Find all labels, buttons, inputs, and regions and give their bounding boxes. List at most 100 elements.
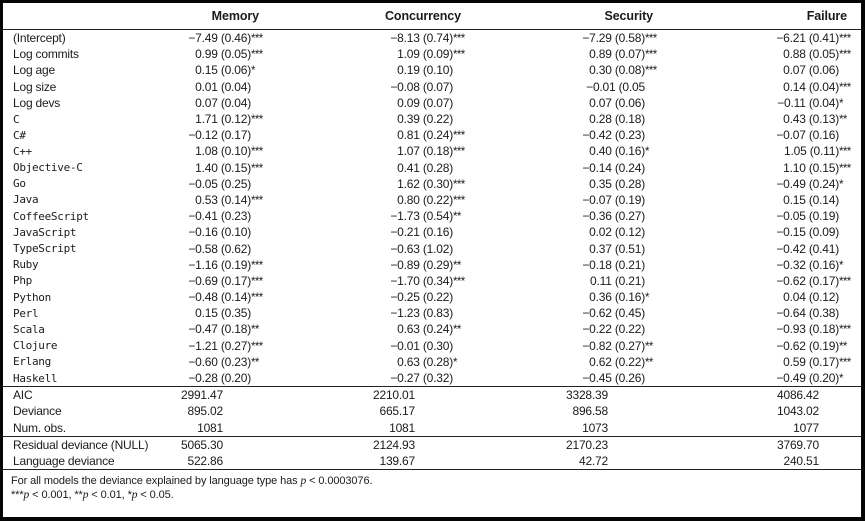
coefficient-value: 0.37 (0.51) bbox=[589, 241, 645, 256]
significance-stars: *** bbox=[839, 81, 851, 94]
coefficient-value: 0.01 (0.04) bbox=[195, 79, 251, 94]
coefficient-value: 0.11 (0.21) bbox=[590, 273, 645, 288]
value-cell: 0.15 (0.06) * bbox=[165, 62, 339, 78]
coefficient-value: −0.42 (0.41) bbox=[776, 241, 839, 256]
value-cell: −0.89 (0.29) ** bbox=[339, 257, 519, 273]
significance-stars: ** bbox=[645, 356, 653, 369]
value-cell: −0.69 (0.17) *** bbox=[165, 273, 339, 289]
value-cell: 1.40 (0.15) *** bbox=[165, 160, 339, 176]
value-cell: −0.49 (0.24) * bbox=[703, 176, 861, 192]
significance-stars: * bbox=[839, 178, 843, 191]
table-row: Residual deviance (NULL) 5065.30 2124.93 21… bbox=[3, 435, 861, 453]
value-cell: 0.40 (0.16) * bbox=[519, 143, 703, 159]
value-cell: −0.28 (0.20) bbox=[165, 370, 339, 387]
coefficient-value: −0.49 (0.24) bbox=[776, 176, 839, 191]
coefficient-value: 1.10 (0.15) bbox=[783, 160, 839, 175]
coefficient-value: −0.32 (0.16) bbox=[776, 257, 839, 272]
value-cell: −1.23 (0.83) bbox=[339, 305, 519, 321]
table-row: CoffeeScript −0.41 (0.23) −1.73 (0.54) ** −0… bbox=[3, 208, 861, 224]
table-row: Go −0.05 (0.25) 1.62 (0.30) *** 0.35 (0.28) −… bbox=[3, 176, 861, 192]
row-label: C# bbox=[13, 128, 26, 142]
row-label: Log size bbox=[13, 79, 57, 94]
table-row: C# −0.12 (0.17) 0.81 (0.24) *** −0.42 (0.23)… bbox=[3, 127, 861, 143]
significance-stars: ** bbox=[453, 324, 461, 337]
value-cell: 4086.42 bbox=[703, 386, 861, 404]
value-cell: 139.67 bbox=[379, 453, 415, 468]
value-cell: 2124.93 bbox=[339, 435, 519, 453]
significance-stars: *** bbox=[251, 162, 263, 175]
coefficient-value: −0.18 (0.21) bbox=[582, 257, 645, 272]
table-row: (Intercept) −7.49 (0.46) *** −8.13 (0.74) **… bbox=[3, 30, 861, 47]
row-label: CoffeeScript bbox=[13, 209, 89, 223]
table-row: JavaScript −0.16 (0.10) −0.21 (0.16) 0.02 (… bbox=[3, 224, 861, 240]
coefficient-value: −0.15 (0.09) bbox=[776, 225, 839, 240]
coefficient-value: 0.62 (0.22) bbox=[589, 354, 645, 369]
coefficient-value: −0.69 (0.17) bbox=[188, 273, 251, 288]
footnote-text: *** bbox=[11, 488, 24, 501]
value-cell: 1.10 (0.15) *** bbox=[703, 160, 861, 176]
value-cell: 0.02 (0.12) bbox=[519, 224, 703, 240]
value-cell: 0.63 (0.24) ** bbox=[339, 321, 519, 337]
value-cell: 896.58 bbox=[572, 404, 608, 419]
row-label: Num. obs. bbox=[13, 420, 66, 435]
coefficient-value: 0.07 (0.06) bbox=[783, 63, 839, 78]
coefficient-value: 1.09 (0.09) bbox=[397, 47, 453, 62]
results-table: Memory Concurrency Security Failure (Int… bbox=[3, 3, 861, 469]
value-cell: 240.51 bbox=[783, 453, 819, 468]
value-cell: −0.62 (0.19) ** bbox=[703, 338, 861, 354]
table-row: C++ 1.08 (0.10) *** 1.07 (0.18) *** 0.40 (0.1… bbox=[3, 143, 861, 159]
significance-stars: *** bbox=[839, 324, 851, 337]
coefficient-value: −1.16 (0.19) bbox=[188, 257, 251, 272]
table-row: Php −0.69 (0.17) *** −1.70 (0.34) *** 0.11 (0… bbox=[3, 273, 861, 289]
coefficient-value: 0.99 (0.05) bbox=[195, 47, 251, 62]
table-row: Ruby −1.16 (0.19) *** −0.89 (0.29) ** −0.18 (… bbox=[3, 257, 861, 273]
value-cell: −0.47 (0.18) ** bbox=[165, 321, 339, 337]
row-label: Language deviance bbox=[13, 453, 115, 468]
coefficient-value: −0.62 (0.45) bbox=[582, 306, 645, 321]
significance-stars: *** bbox=[839, 33, 851, 46]
row-label: Java bbox=[13, 193, 39, 207]
coefficient-value: −0.08 (0.07) bbox=[390, 79, 453, 94]
value-cell: 0.07 (0.04) bbox=[165, 95, 339, 111]
coefficient-value: −0.16 (0.10) bbox=[188, 225, 251, 240]
coefficient-value: −1.23 (0.83) bbox=[390, 306, 453, 321]
significance-stars: * bbox=[839, 373, 843, 386]
significance-stars: ** bbox=[839, 340, 847, 353]
coefficient-value: −0.25 (0.22) bbox=[390, 290, 453, 305]
value-cell: 1081 bbox=[389, 420, 415, 435]
value-cell: −0.08 (0.07) bbox=[339, 79, 519, 95]
row-label: Php bbox=[13, 274, 32, 288]
column-header-security: Security bbox=[519, 3, 703, 30]
value-cell: −0.14 (0.24) bbox=[519, 160, 703, 176]
value-cell: −0.05 (0.19) bbox=[703, 208, 861, 224]
coefficient-value: 0.07 (0.04) bbox=[195, 95, 251, 110]
value-cell: 0.39 (0.22) bbox=[339, 111, 519, 127]
coefficient-value: −0.58 (0.62) bbox=[188, 241, 251, 256]
coefficient-value: −0.28 (0.20) bbox=[188, 371, 251, 386]
table-body: (Intercept) −7.49 (0.46) *** −8.13 (0.74) **… bbox=[3, 30, 861, 470]
coefficient-value: 0.53 (0.14) bbox=[195, 192, 251, 207]
coefficient-value: 0.63 (0.28) bbox=[397, 354, 453, 369]
value-cell: 1073 bbox=[582, 420, 608, 435]
coefficient-value: −0.62 (0.17) bbox=[776, 273, 839, 288]
value-cell: −0.58 (0.62) bbox=[165, 240, 339, 256]
coefficient-value: −0.60 (0.23) bbox=[188, 354, 251, 369]
value-cell: −0.62 (0.45) bbox=[519, 305, 703, 321]
value-cell: −0.15 (0.09) bbox=[703, 224, 861, 240]
value-cell: 1.62 (0.30) *** bbox=[339, 176, 519, 192]
table-row: Objective-C 1.40 (0.15) *** 0.41 (0.28) −0.1… bbox=[3, 160, 861, 176]
table-row: Log age 0.15 (0.06) * 0.19 (0.10) 0.30 (0.08… bbox=[3, 62, 861, 78]
coefficient-value: −7.49 (0.46) bbox=[188, 31, 251, 46]
coefficient-value: 0.30 (0.08) bbox=[589, 63, 645, 78]
table-row: Log devs 0.07 (0.04) 0.09 (0.07) 0.07 (0.06… bbox=[3, 95, 861, 111]
significance-stars: * bbox=[453, 356, 457, 369]
value-cell: 2991.47 bbox=[165, 386, 339, 404]
value-cell: 0.36 (0.16) * bbox=[519, 289, 703, 305]
coefficient-value: −0.22 (0.22) bbox=[582, 322, 645, 337]
value-cell: −0.82 (0.27) ** bbox=[519, 338, 703, 354]
coefficient-value: 0.41 (0.28) bbox=[397, 160, 453, 175]
value-cell: 1.09 (0.09) *** bbox=[339, 46, 519, 62]
column-header-empty bbox=[3, 3, 165, 30]
significance-stars: *** bbox=[251, 275, 263, 288]
coefficient-value: −1.73 (0.54) bbox=[390, 209, 453, 224]
